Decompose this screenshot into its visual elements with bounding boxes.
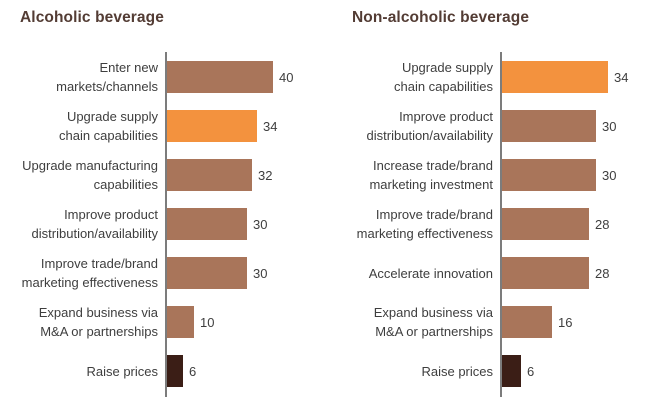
bar bbox=[502, 257, 589, 289]
value-label: 30 bbox=[602, 167, 617, 183]
y-axis-line bbox=[500, 52, 502, 397]
bar-track: 16 bbox=[500, 306, 650, 338]
bar-track: 34 bbox=[500, 61, 650, 93]
bar-track: 6 bbox=[500, 355, 650, 387]
bar bbox=[502, 208, 589, 240]
bar-row: Improve trade/brand marketing effectiven… bbox=[10, 256, 325, 290]
bar bbox=[167, 306, 194, 338]
bar-row: Improve trade/brand marketing effectiven… bbox=[337, 207, 650, 241]
bar bbox=[167, 61, 273, 93]
bar bbox=[167, 208, 247, 240]
value-label: 30 bbox=[253, 216, 268, 232]
category-label: Improve product distribution/availabilit… bbox=[31, 207, 158, 241]
category-label: Improve trade/brand marketing effectiven… bbox=[356, 207, 493, 241]
bar-track: 28 bbox=[500, 208, 650, 240]
value-label: 30 bbox=[253, 265, 268, 281]
category-label: Raise prices bbox=[421, 363, 493, 379]
value-label: 6 bbox=[189, 363, 197, 379]
bar-row: Accelerate innovation 28 bbox=[337, 257, 650, 289]
value-label: 32 bbox=[258, 167, 273, 183]
bar-track: 30 bbox=[500, 110, 650, 142]
value-label: 34 bbox=[614, 69, 629, 85]
bar-row: Improve product distribution/availabilit… bbox=[10, 207, 325, 241]
category-label: Accelerate innovation bbox=[368, 265, 493, 281]
bar-track: 40 bbox=[165, 61, 325, 93]
chart-title-alcoholic: Alcoholic beverage bbox=[20, 9, 164, 26]
bar-track: 30 bbox=[165, 257, 325, 289]
category-label: Expand business via M&A or partnerships bbox=[38, 305, 158, 339]
bar-row: Raise prices 6 bbox=[337, 355, 650, 387]
bar-track: 6 bbox=[165, 355, 325, 387]
category-label: Upgrade supply chain capabilities bbox=[58, 109, 158, 143]
value-label: 40 bbox=[279, 69, 294, 85]
bar-row: Improve product distribution/availabilit… bbox=[337, 109, 650, 143]
bar bbox=[502, 355, 521, 387]
bar bbox=[502, 110, 596, 142]
category-label: Raise prices bbox=[86, 363, 158, 379]
bar-track: 28 bbox=[500, 257, 650, 289]
bar bbox=[167, 355, 183, 387]
bar bbox=[502, 61, 608, 93]
category-label: Enter new markets/channels bbox=[56, 60, 158, 94]
category-label: Expand business via M&A or partnerships bbox=[373, 305, 493, 339]
value-label: 10 bbox=[200, 314, 215, 330]
bar bbox=[167, 159, 252, 191]
alcoholic-beverage-chart: Alcoholic beverage Enter new markets/cha… bbox=[10, 9, 325, 397]
bar-track: 30 bbox=[165, 208, 325, 240]
category-label: Upgrade supply chain capabilities bbox=[393, 60, 493, 94]
non-alcoholic-beverage-chart: Non-alcoholic beverage Upgrade supply ch… bbox=[325, 0, 650, 418]
bar-row: Expand business via M&A or partnerships 1… bbox=[10, 305, 325, 339]
bar-row: Enter new markets/channels 40 bbox=[10, 60, 325, 94]
bar-row: Expand business via M&A or partnerships 1… bbox=[337, 305, 650, 339]
y-axis-line bbox=[165, 52, 167, 397]
value-label: 28 bbox=[595, 265, 610, 281]
bar-row: Increase trade/brand marketing investmen… bbox=[337, 158, 650, 192]
chart-title-non-alcoholic: Non-alcoholic beverage bbox=[352, 9, 530, 26]
bar-track: 32 bbox=[165, 159, 325, 191]
value-label: 30 bbox=[602, 118, 617, 134]
bar-track: 30 bbox=[500, 159, 650, 191]
value-label: 28 bbox=[595, 216, 610, 232]
value-label: 34 bbox=[263, 118, 278, 134]
bar-track: 10 bbox=[165, 306, 325, 338]
category-label: Increase trade/brand marketing investmen… bbox=[369, 158, 493, 192]
bar bbox=[167, 257, 247, 289]
bar-row: Upgrade manufacturing capabilities 32 bbox=[10, 158, 325, 192]
bar bbox=[502, 306, 552, 338]
bar-track: 34 bbox=[165, 110, 325, 142]
bar bbox=[502, 159, 596, 191]
category-label: Improve product distribution/availabilit… bbox=[366, 109, 493, 143]
bar-row: Upgrade supply chain capabilities 34 bbox=[337, 60, 650, 94]
value-label: 16 bbox=[558, 314, 573, 330]
bar-chart-area: Enter new markets/channels 40 Upgrade supp… bbox=[10, 52, 325, 397]
bar-row: Upgrade supply chain capabilities 34 bbox=[10, 109, 325, 143]
category-label: Upgrade manufacturing capabilities bbox=[22, 158, 158, 192]
bar bbox=[167, 110, 257, 142]
category-label: Improve trade/brand marketing effectiven… bbox=[21, 256, 158, 290]
bar-chart-area: Upgrade supply chain capabilities 34 Impro… bbox=[337, 52, 650, 397]
value-label: 6 bbox=[527, 363, 535, 379]
bar-row: Raise prices 6 bbox=[10, 355, 325, 387]
